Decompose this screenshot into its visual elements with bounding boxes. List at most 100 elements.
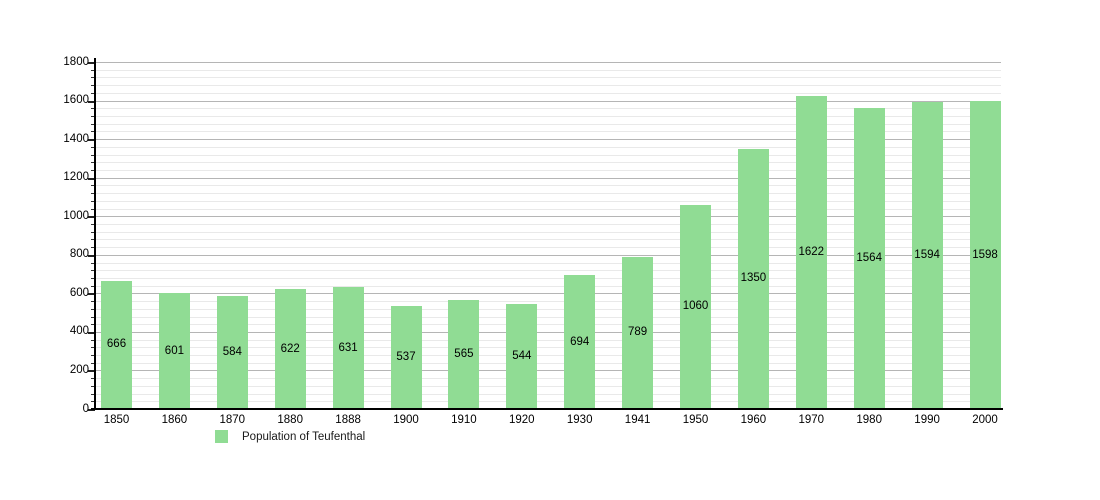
gridline-minor xyxy=(95,123,1001,125)
gridline-minor xyxy=(95,185,1001,187)
bar xyxy=(216,296,248,408)
gridline-minor xyxy=(95,347,1001,349)
gridline-minor xyxy=(95,131,1001,133)
gridline-major xyxy=(95,370,1001,372)
y-axis-tick-label: 1400 xyxy=(63,132,89,145)
x-axis-tick-label: 1960 xyxy=(740,414,767,426)
gridline-minor xyxy=(95,200,1001,202)
x-axis-tick-label: 1900 xyxy=(393,414,419,426)
bar xyxy=(737,148,769,409)
x-axis-tick-label: 1888 xyxy=(335,414,361,426)
y-axis-major-tick xyxy=(88,139,95,142)
y-axis-minor-tick xyxy=(91,285,95,287)
y-axis-minor-tick xyxy=(91,277,95,279)
gridline-major xyxy=(95,177,1001,179)
legend: Population of Teufenthal xyxy=(215,430,365,443)
y-axis-minor-tick xyxy=(91,301,95,302)
bar xyxy=(680,204,711,408)
y-axis-tick-label: 0 xyxy=(82,402,89,415)
bar xyxy=(622,256,654,408)
x-axis-tick-label: 1990 xyxy=(914,414,940,426)
bar xyxy=(274,289,306,408)
y-axis-tick-label: 1800 xyxy=(63,55,89,68)
gridline-minor xyxy=(95,247,1001,249)
gridline-minor xyxy=(95,92,1001,94)
gridline-major xyxy=(95,62,1001,63)
y-axis-minor-tick xyxy=(91,193,95,195)
bar xyxy=(969,100,1001,408)
bar xyxy=(506,304,538,408)
y-axis-minor-tick xyxy=(91,324,95,326)
x-axis-tick-label: 1950 xyxy=(682,414,709,426)
y-axis-major-tick xyxy=(88,62,95,64)
y-axis-minor-tick xyxy=(91,401,95,403)
y-axis-major-tick xyxy=(88,293,95,296)
gridline-minor xyxy=(95,362,1001,364)
bar xyxy=(332,287,364,408)
bar xyxy=(911,101,943,408)
y-axis-minor-tick xyxy=(91,123,95,125)
y-axis-minor-tick xyxy=(91,92,95,94)
bar-value-label: 1594 xyxy=(914,248,940,261)
y-axis-major-tick xyxy=(88,331,95,334)
gridline-minor xyxy=(95,393,1001,395)
gridline-minor xyxy=(95,108,1001,110)
gridline-minor xyxy=(95,223,1001,225)
gridline-major xyxy=(95,331,1001,333)
gridline-minor xyxy=(95,231,1001,233)
y-axis-tick-label: 800 xyxy=(69,248,89,261)
gridline-minor xyxy=(95,208,1001,210)
y-axis-minor-tick xyxy=(91,355,95,356)
bar-value-label: 1622 xyxy=(798,246,825,259)
y-axis-minor-tick xyxy=(91,146,95,148)
y-axis-minor-tick xyxy=(91,162,95,164)
y-axis-major-tick xyxy=(88,177,95,180)
gridline-major xyxy=(95,254,1001,256)
gridline-minor xyxy=(95,77,1001,79)
bar xyxy=(853,107,885,408)
gridline-major xyxy=(95,139,1001,141)
bar-value-label: 565 xyxy=(454,348,474,360)
y-axis-minor-tick xyxy=(91,270,95,272)
x-axis-tick-label: 1920 xyxy=(509,414,535,426)
bar-value-label: 789 xyxy=(628,326,648,339)
y-axis-minor-tick xyxy=(91,247,95,249)
bar-value-label: 694 xyxy=(570,335,590,348)
legend-label: Population of Teufenthal xyxy=(242,430,366,443)
y-axis-minor-tick xyxy=(91,69,95,71)
bar xyxy=(101,280,132,408)
y-axis-minor-tick xyxy=(91,208,95,210)
x-axis-tick-label: 2000 xyxy=(972,414,998,426)
y-axis-minor-tick xyxy=(91,347,95,349)
y-axis-major-tick xyxy=(88,370,95,373)
gridline-major xyxy=(95,100,1001,102)
y-axis-minor-tick xyxy=(91,77,95,79)
y-axis-minor-tick xyxy=(91,262,95,264)
y-axis-minor-tick xyxy=(91,308,95,310)
gridline-minor xyxy=(95,277,1001,279)
y-axis-line xyxy=(94,58,96,410)
y-axis-minor-tick xyxy=(91,339,95,341)
gridline-minor xyxy=(95,239,1001,241)
bar-value-label: 1060 xyxy=(682,300,709,313)
y-axis-tick-label: 1200 xyxy=(63,171,89,184)
bar xyxy=(390,305,422,408)
y-axis-major-tick xyxy=(88,100,95,103)
x-axis-tick-label: 1870 xyxy=(219,414,246,426)
y-axis-minor-tick xyxy=(91,316,95,318)
y-axis-minor-tick xyxy=(91,131,95,133)
gridline-minor xyxy=(95,324,1001,326)
x-axis-tick-label: 1941 xyxy=(624,414,651,426)
y-axis-tick-label: 600 xyxy=(69,286,89,299)
gridline-minor xyxy=(95,285,1001,287)
bar-value-label: 584 xyxy=(222,346,242,359)
y-axis-minor-tick xyxy=(91,223,95,225)
x-axis-tick-label: 1850 xyxy=(103,414,130,426)
y-axis-major-tick xyxy=(88,216,95,219)
gridline-minor xyxy=(95,385,1001,387)
gridline-minor xyxy=(95,69,1001,71)
y-axis-minor-tick xyxy=(91,231,95,233)
gridline-minor xyxy=(95,262,1001,264)
gridline-minor xyxy=(95,154,1001,156)
